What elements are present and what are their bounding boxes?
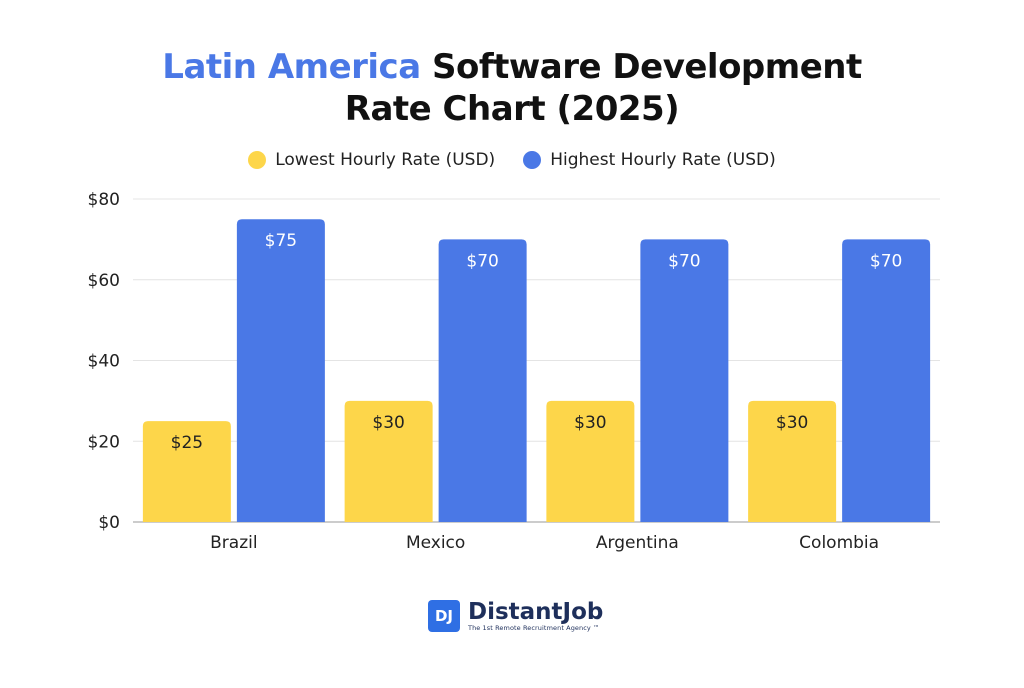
logo-mark-icon: DJ [428, 600, 460, 632]
logo-tagline: The 1st Remote Recruitment Agency ™ [468, 624, 600, 632]
legend-dot-high [523, 151, 542, 169]
y-tick-label: $80 [88, 190, 120, 210]
chart-title: Latin America Software Development Rate … [0, 46, 1024, 130]
legend-dot-low [248, 151, 267, 169]
x-tick-label: Brazil [210, 533, 257, 553]
y-tick-label: $20 [88, 432, 120, 452]
bar-low-mexico [344, 400, 433, 522]
y-tick-label: $60 [88, 271, 120, 291]
bar-high-mexico [438, 239, 527, 522]
data-label: $30 [574, 413, 606, 433]
distantjob-logo: DJ DistantJob The 1st Remote Recruitment… [428, 600, 603, 632]
x-tick-label: Argentina [596, 533, 679, 553]
data-label: $70 [668, 251, 700, 271]
legend-label-low: Lowest Hourly Rate (USD) [275, 150, 496, 170]
x-tick-label: Colombia [799, 533, 879, 553]
title-highlight: Latin America [162, 47, 421, 87]
legend: Lowest Hourly Rate (USD) Highest Hourly … [0, 150, 1024, 170]
title-line-2: Rate Chart (2025) [344, 89, 680, 129]
legend-item-low: Lowest Hourly Rate (USD) [248, 150, 495, 170]
y-tick-label: $0 [98, 513, 120, 533]
bar-high-argentina [640, 239, 729, 522]
x-tick-label: Mexico [406, 533, 465, 553]
bar-low-brazil [142, 421, 231, 522]
bar-chart: $0 $20 $40 $60 $80 $25 $75 Brazil $30 $70 Mexico $3… [88, 190, 940, 553]
data-label: $30 [372, 413, 404, 433]
data-label: $75 [265, 231, 297, 251]
y-tick-label: $40 [88, 352, 120, 372]
bar-low-colombia [748, 400, 837, 522]
title-rest: Software Development [420, 47, 862, 87]
data-label: $70 [870, 251, 902, 271]
logo-name: DistantJob [468, 599, 604, 625]
data-label: $70 [466, 251, 498, 271]
bar-low-argentina [546, 400, 635, 522]
data-label: $25 [171, 433, 203, 453]
legend-item-high: Highest Hourly Rate (USD) [523, 150, 776, 170]
bar-high-brazil [236, 219, 325, 522]
legend-label-high: Highest Hourly Rate (USD) [550, 150, 776, 170]
bar-high-colombia [842, 239, 931, 522]
data-label: $30 [776, 413, 808, 433]
